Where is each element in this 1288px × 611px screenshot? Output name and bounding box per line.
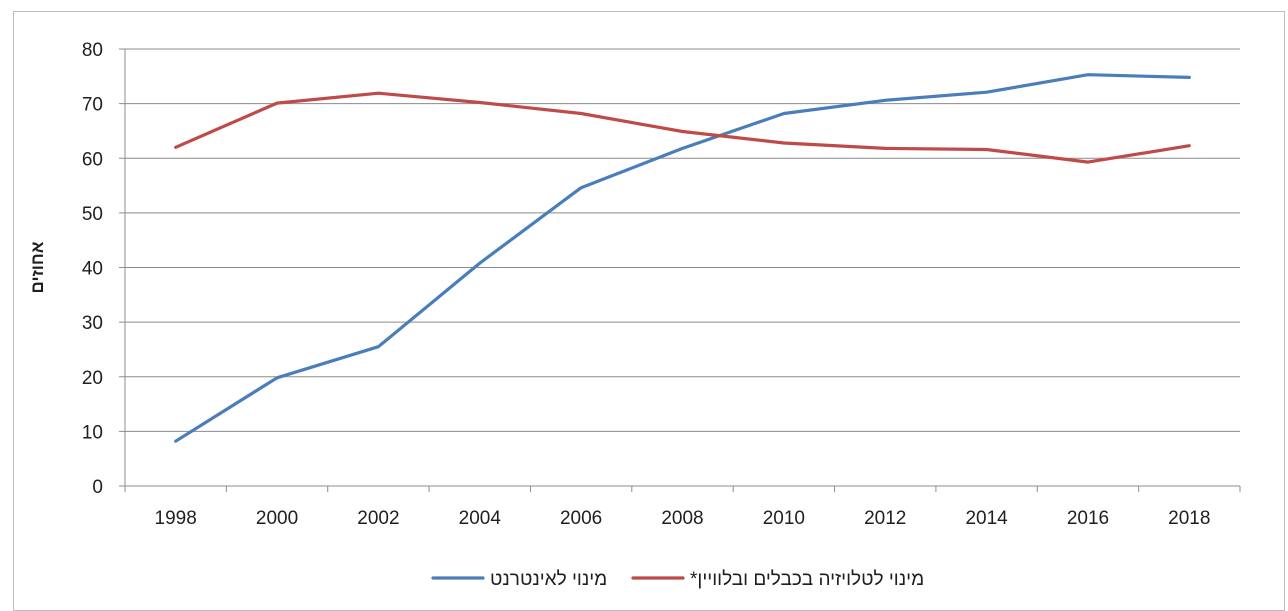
y-tick-label: 60 <box>82 149 103 170</box>
x-tick-label: 2008 <box>661 508 703 529</box>
x-tick-label: 2018 <box>1168 508 1210 529</box>
chart-frame <box>13 11 1285 611</box>
legend: מינוי לטלויזיה בכבלים ובלוויין* מינוי לאי… <box>431 569 924 590</box>
legend-label-1: מינוי לאינטרנט <box>490 569 607 590</box>
x-tick-label: 2002 <box>357 508 399 529</box>
legend-label-2: מינוי לטלויזיה בכבלים ובלוויין* <box>690 569 924 590</box>
y-axis-tick-labels: 0 10 20 30 40 50 60 70 80 <box>82 40 103 498</box>
x-tick-label: 2014 <box>965 508 1008 529</box>
x-tick-label: 2004 <box>459 508 502 529</box>
gridlines <box>119 48 1240 487</box>
x-axis-ticks <box>124 486 1241 492</box>
y-tick-label: 50 <box>82 204 103 225</box>
series-line-1 <box>174 73 1191 443</box>
y-tick-label: 10 <box>82 422 103 443</box>
x-axis-tick-labels: 1998 2000 2002 2004 2006 2008 2010 2012 2014 2016… <box>155 508 1211 529</box>
x-tick-label: 2012 <box>864 508 906 529</box>
x-tick-label: 2006 <box>560 508 602 529</box>
y-tick-label: 0 <box>92 477 103 498</box>
y-tick-label: 40 <box>82 259 103 280</box>
series-line-2 <box>174 91 1191 164</box>
y-tick-label: 70 <box>82 95 103 116</box>
x-tick-label: 2016 <box>1067 508 1109 529</box>
y-tick-label: 30 <box>82 313 103 334</box>
x-tick-label: 1998 <box>155 508 197 529</box>
y-tick-label: 20 <box>82 368 103 389</box>
x-tick-label: 2010 <box>763 508 805 529</box>
series-lines <box>174 73 1191 443</box>
y-tick-label: 80 <box>82 40 103 61</box>
axes <box>124 49 1240 487</box>
y-axis-title: אחוזים <box>28 241 47 293</box>
x-tick-label: 2000 <box>256 508 298 529</box>
